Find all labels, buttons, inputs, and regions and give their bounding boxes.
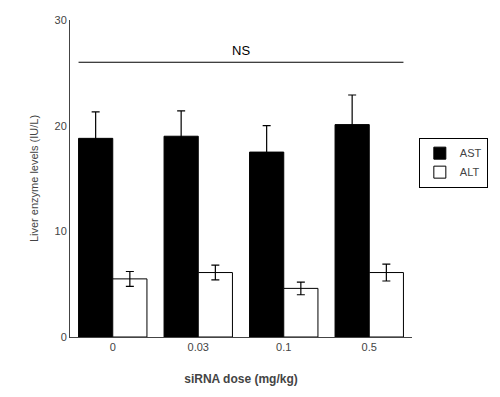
svg-text:0.1: 0.1 (276, 341, 291, 353)
svg-text:AST: AST (460, 147, 482, 159)
svg-text:siRNA dose (mg/kg): siRNA dose (mg/kg) (184, 372, 298, 386)
svg-text:20: 20 (55, 120, 67, 132)
svg-text:30: 30 (55, 14, 67, 26)
svg-text:0: 0 (61, 331, 67, 343)
svg-text:Liver enzyme levels (IU/L): Liver enzyme levels (IU/L) (28, 115, 40, 242)
svg-text:0.03: 0.03 (188, 341, 209, 353)
svg-text:10: 10 (55, 225, 67, 237)
svg-text:0: 0 (110, 341, 116, 353)
svg-text:0.5: 0.5 (362, 341, 377, 353)
svg-text:ALT: ALT (460, 166, 480, 178)
svg-text:NS: NS (232, 43, 250, 58)
